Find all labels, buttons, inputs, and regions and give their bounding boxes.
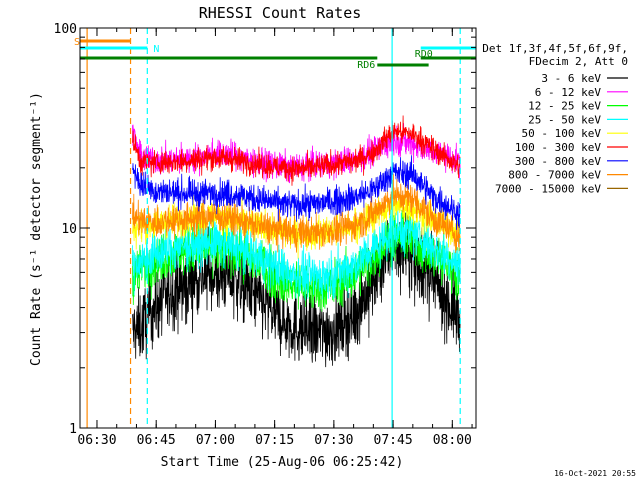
legend-label: 50 - 100 keV bbox=[522, 127, 602, 140]
plot-area: S N RD0 RD6 06:30 06:45 07:00 07:15 07:30 07:45 08… bbox=[54, 22, 477, 448]
legend-label: 6 - 12 keV bbox=[535, 86, 602, 99]
flag-label-rd0: RD0 bbox=[415, 49, 433, 60]
legend-label: 800 - 7000 keV bbox=[508, 169, 601, 182]
flag-label-s: S bbox=[74, 37, 80, 48]
series-group bbox=[132, 115, 461, 368]
x-tick-label: 07:15 bbox=[255, 433, 294, 448]
y-tick-label: 10 bbox=[61, 222, 77, 237]
chart-title: RHESSI Count Rates bbox=[199, 4, 362, 22]
series-line-100-300-kev bbox=[132, 115, 461, 186]
x-tick-label: 07:45 bbox=[374, 433, 413, 448]
footer-timestamp: 16-Oct-2021 20:55 bbox=[554, 469, 636, 478]
legend-label: 25 - 50 keV bbox=[528, 113, 601, 126]
flag-label-rd6: RD6 bbox=[357, 60, 375, 71]
y-axis-label: Count Rate (s⁻¹ detector segment⁻¹) bbox=[29, 92, 44, 366]
y-tick-label: 1 bbox=[69, 422, 77, 437]
legend-header-line-1: Det 1f,3f,4f,5f,6f,9f, bbox=[482, 42, 628, 55]
x-tick-label: 06:30 bbox=[77, 433, 116, 448]
legend-label: 3 - 6 keV bbox=[541, 72, 601, 85]
x-tick-label: 07:30 bbox=[314, 433, 353, 448]
x-tick-label: 07:00 bbox=[196, 433, 235, 448]
y-tick-label: 100 bbox=[54, 22, 77, 37]
x-tick-label: 06:45 bbox=[137, 433, 176, 448]
legend-label: 12 - 25 keV bbox=[528, 100, 601, 113]
flag-label-n: N bbox=[153, 44, 159, 55]
legend-label: 300 - 800 keV bbox=[515, 155, 601, 168]
legend-label: 100 - 300 keV bbox=[515, 141, 601, 154]
series-line-25-50-kev bbox=[132, 204, 461, 301]
legend-label: 7000 - 15000 keV bbox=[495, 182, 601, 195]
series-line-800-7000-kev bbox=[132, 174, 461, 254]
x-tick-label: 08:00 bbox=[433, 433, 472, 448]
series-line-300-800-kev bbox=[132, 155, 461, 230]
legend-header-line-2: FDecim 2, Att 0 bbox=[529, 55, 628, 68]
x-axis-label: Start Time (25-Aug-06 06:25:42) bbox=[161, 455, 404, 470]
